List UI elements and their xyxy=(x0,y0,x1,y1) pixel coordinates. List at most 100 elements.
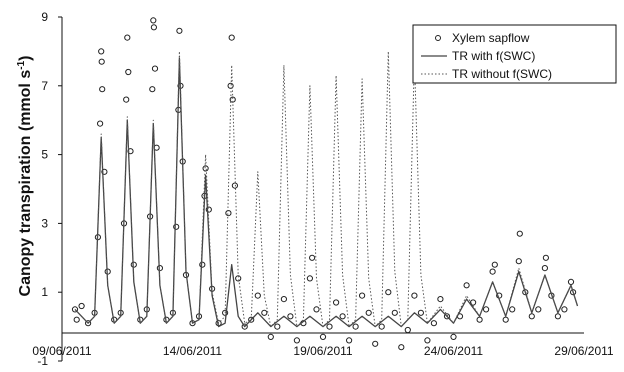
data-point xyxy=(542,254,550,261)
data-point xyxy=(199,261,206,268)
data-point xyxy=(85,320,92,327)
data-point xyxy=(437,296,444,303)
y-tick-label: -1 xyxy=(37,354,48,368)
data-point xyxy=(430,320,437,327)
data-point xyxy=(463,282,470,289)
data-point xyxy=(151,65,159,72)
data-point xyxy=(254,292,261,299)
data-point xyxy=(149,86,156,93)
legend-box xyxy=(412,24,617,84)
series-line-tr-without-f-swc xyxy=(74,50,578,328)
data-point xyxy=(326,323,333,330)
y-tick-label: 1 xyxy=(41,285,48,299)
data-point xyxy=(123,96,130,103)
data-point xyxy=(372,340,379,347)
legend-label-tr-without-swc: TR without f(SWC) xyxy=(452,67,552,81)
data-point xyxy=(483,306,490,313)
x-tick-label: 24/06/2011 xyxy=(424,344,483,358)
data-point xyxy=(319,333,327,340)
data-point xyxy=(346,337,353,344)
y-axis-title: Canopy transpiration (mmol s-1) xyxy=(16,56,34,297)
data-point xyxy=(125,68,132,76)
data-point xyxy=(489,268,496,275)
data-point xyxy=(293,337,300,344)
data-point xyxy=(98,58,105,65)
data-point xyxy=(97,120,104,127)
data-point xyxy=(411,292,418,299)
y-tick-label: 5 xyxy=(41,148,48,162)
y-axis-ticks: -1 1 3 5 7 9 xyxy=(37,10,62,368)
data-point xyxy=(73,316,80,323)
data-point xyxy=(78,302,85,310)
data-point xyxy=(101,168,108,175)
data-point xyxy=(365,309,372,316)
data-point xyxy=(248,316,255,323)
data-point xyxy=(306,275,313,282)
data-point xyxy=(570,289,577,296)
plot-area xyxy=(61,17,584,361)
data-point xyxy=(391,309,398,316)
data-point xyxy=(443,313,451,320)
data-point xyxy=(541,265,549,272)
data-point xyxy=(241,323,248,330)
data-point xyxy=(99,86,106,93)
data-point xyxy=(352,323,359,330)
y-tick-label: 7 xyxy=(41,79,48,93)
legend-label-tr-with-swc: TR with f(SWC) xyxy=(452,49,535,63)
data-point xyxy=(404,326,411,334)
data-point xyxy=(535,306,542,313)
x-tick-label: 19/06/2011 xyxy=(293,344,352,358)
legend: Xylem sapflow TR with f(SWC) TR without … xyxy=(412,24,617,84)
legend-marker-xylem-sapflow xyxy=(435,35,441,41)
data-point xyxy=(228,34,235,41)
series-line-tr-with-f-swc xyxy=(74,57,579,328)
data-point xyxy=(231,182,238,189)
data-point xyxy=(528,313,535,320)
data-point xyxy=(450,333,457,340)
data-point xyxy=(98,48,105,55)
data-point xyxy=(287,313,294,320)
data-point xyxy=(176,27,183,34)
data-point xyxy=(274,323,281,330)
y-axis-title-superscript: -1 xyxy=(16,60,27,69)
data-point xyxy=(124,34,131,41)
data-point xyxy=(202,165,209,172)
series-layer xyxy=(71,17,579,351)
x-tick-label: 14/06/2011 xyxy=(163,344,222,358)
y-tick-label: 9 xyxy=(41,10,48,24)
data-point xyxy=(261,309,268,316)
data-point xyxy=(150,17,157,24)
data-point xyxy=(333,299,340,306)
data-point xyxy=(235,275,242,282)
x-tick-label: 29/06/2011 xyxy=(554,344,613,358)
data-point xyxy=(561,306,568,313)
x-axis-ticks: 09/06/2011 14/06/2011 19/06/2011 24/06/2011… xyxy=(32,344,613,358)
data-point xyxy=(476,316,483,323)
data-point xyxy=(150,24,157,31)
data-point xyxy=(554,313,562,320)
data-point xyxy=(339,313,346,320)
data-point xyxy=(417,309,424,316)
data-point xyxy=(280,296,287,303)
data-point xyxy=(378,323,385,330)
data-point xyxy=(516,230,523,237)
data-point xyxy=(385,289,392,296)
data-point xyxy=(567,278,575,285)
data-point xyxy=(515,258,522,265)
data-point xyxy=(267,333,274,340)
data-point xyxy=(491,261,498,268)
y-axis-title-main: Canopy transpiration (mmol s xyxy=(17,70,34,297)
legend-label-xylem-sapflow: Xylem sapflow xyxy=(452,31,530,45)
data-point xyxy=(225,210,232,217)
data-point xyxy=(309,254,316,261)
data-point xyxy=(502,316,509,323)
y-axis-title-close: ) xyxy=(17,56,34,61)
y-tick-label: 3 xyxy=(41,216,48,230)
data-point xyxy=(424,337,431,344)
data-point xyxy=(398,344,405,351)
data-point xyxy=(173,223,180,230)
data-point xyxy=(313,306,320,313)
data-point xyxy=(509,306,516,313)
data-point xyxy=(71,306,79,313)
